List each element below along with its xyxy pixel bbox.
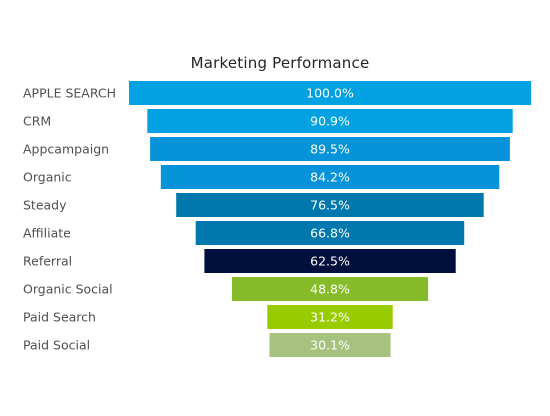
value-label-8: 48.8%	[310, 282, 350, 297]
category-label-1: APPLE SEARCH	[23, 86, 116, 101]
funnel-bar-4	[160, 165, 500, 189]
value-label-7: 62.5%	[310, 254, 350, 269]
chart-title: Marketing Performance	[190, 54, 370, 72]
category-label-9: Paid Search	[23, 310, 96, 325]
category-label-7: Referral	[23, 254, 72, 269]
category-label-3: Appcampaign	[23, 142, 109, 157]
category-label-5: Steady	[23, 198, 67, 213]
funnel-bar-1	[129, 81, 531, 105]
funnel-bar-3	[150, 137, 510, 161]
category-label-8: Organic Social	[23, 282, 113, 297]
value-label-4: 84.2%	[310, 170, 350, 185]
value-label-10: 30.1%	[310, 338, 350, 353]
funnel-bar-2	[147, 109, 513, 133]
value-label-6: 66.8%	[310, 226, 350, 241]
funnel-bar-6	[195, 221, 465, 245]
category-label-10: Paid Social	[23, 338, 90, 353]
funnel-bar-9	[267, 305, 393, 329]
value-label-2: 90.9%	[310, 114, 350, 129]
category-label-6: Affiliate	[23, 226, 71, 241]
funnel-bar-10	[269, 333, 391, 357]
funnel-bar-5	[176, 193, 484, 217]
funnel-bar-8	[231, 277, 429, 301]
category-label-4: Organic	[23, 170, 72, 185]
value-label-9: 31.2%	[310, 310, 350, 325]
value-label-1: 100.0%	[306, 86, 354, 101]
category-label-2: CRM	[23, 114, 51, 129]
value-label-5: 76.5%	[310, 198, 350, 213]
funnel-bar-7	[204, 249, 456, 273]
value-label-3: 89.5%	[310, 142, 350, 157]
